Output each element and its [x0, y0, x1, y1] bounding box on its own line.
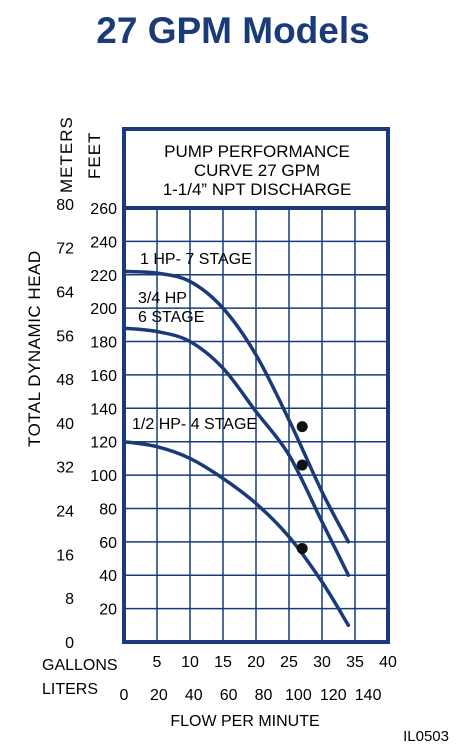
box-title-line-3: 1-1/4” NPT DISCHARGE: [163, 180, 352, 199]
series-label: 1/2 HP- 4 STAGE: [132, 416, 257, 433]
box-title-line-1: PUMP PERFORMANCE: [164, 142, 350, 161]
series-marker: [296, 459, 308, 471]
y-tick-meters: 64: [56, 284, 74, 301]
x-tick-gallons: 10: [181, 654, 199, 671]
y-axis-meters-label: METERS: [57, 116, 76, 193]
y-tick-meters: 16: [56, 547, 74, 564]
y-tick-feet: 260: [90, 201, 117, 218]
x-axis-liters-ticks: 0 20 40 60 80 100 120 140: [120, 687, 382, 704]
y-tick-meters: 8: [65, 591, 74, 608]
x-axis-liters-label: LITERS: [42, 681, 98, 698]
y-tick-meters: 72: [56, 241, 74, 258]
y-tick-feet: 140: [90, 401, 117, 418]
x-axis-gallons-ticks: 5 10 15 20 25 30 35 40: [153, 654, 397, 671]
x-tick-gallons: 30: [313, 654, 331, 671]
x-tick-liters: 60: [220, 687, 238, 704]
series-label: 1 HP- 7 STAGE: [140, 251, 252, 268]
series-curves: [124, 269, 351, 628]
y-tick-meters: 80: [56, 197, 74, 214]
y-tick-feet: 100: [90, 468, 117, 485]
y-tick-feet: 40: [99, 568, 117, 585]
chart-frame: [122, 127, 390, 644]
series-labels: 1 HP- 7 STAGE 3/4 HP 6 STAGE 1/2 HP- 4 STAG…: [132, 251, 257, 433]
series-marker: [296, 543, 308, 555]
x-tick-gallons: 35: [346, 654, 364, 671]
x-tick-gallons: 15: [214, 654, 232, 671]
y-tick-feet: 220: [90, 268, 117, 285]
x-tick-gallons: 20: [247, 654, 265, 671]
x-tick-gallons: 40: [379, 654, 397, 671]
series-curve: [124, 269, 351, 544]
x-tick-gallons: 25: [280, 654, 298, 671]
y-tick-meters: 48: [56, 372, 74, 389]
x-tick-liters: 20: [150, 687, 168, 704]
y-tick-feet: 200: [90, 301, 117, 318]
image-code: IL0503: [403, 728, 449, 745]
page-title: 27 GPM Models: [96, 10, 370, 51]
x-axis-title: FLOW PER MINUTE: [170, 713, 319, 730]
grid-lines: [124, 208, 388, 642]
box-title-line-2: CURVE 27 GPM: [194, 161, 320, 180]
y-tick-feet: 180: [90, 335, 117, 352]
y-axis-meters-ticks: 0 8 16 24 32 40 48 56 64 72 80: [56, 197, 74, 652]
series-marker: [296, 421, 308, 433]
y-tick-meters: 40: [56, 416, 74, 433]
y-tick-feet: 120: [90, 435, 117, 452]
series-curve: [124, 326, 351, 577]
x-tick-liters: 120: [320, 687, 347, 704]
y-tick-meters: 32: [56, 460, 74, 477]
y-tick-feet: 80: [99, 501, 117, 518]
y-tick-meters: 0: [65, 635, 74, 652]
y-axis-title: TOTAL DYNAMIC HEAD: [25, 250, 44, 447]
y-axis-feet-ticks: 20 40 60 80 100 120 140 160 180 200 220 240 260: [90, 201, 117, 619]
x-axis-gallons-label: GALLONS: [42, 657, 118, 674]
x-tick-gallons: 5: [153, 654, 162, 671]
x-tick-liters: 0: [120, 687, 129, 704]
x-tick-liters: 80: [255, 687, 273, 704]
y-tick-feet: 240: [90, 234, 117, 251]
y-tick-feet: 160: [90, 368, 117, 385]
y-axis-feet-label: FEET: [85, 132, 104, 179]
x-tick-liters: 140: [355, 687, 382, 704]
series-label: 6 STAGE: [138, 309, 204, 326]
y-tick-meters: 24: [56, 504, 74, 521]
y-tick-feet: 60: [99, 535, 117, 552]
y-tick-meters: 56: [56, 328, 74, 345]
x-tick-liters: 40: [185, 687, 203, 704]
series-markers: [296, 421, 308, 555]
series-curve: [124, 439, 351, 628]
x-tick-liters: 100: [285, 687, 312, 704]
y-tick-feet: 20: [99, 602, 117, 619]
series-label: 3/4 HP: [138, 290, 187, 307]
